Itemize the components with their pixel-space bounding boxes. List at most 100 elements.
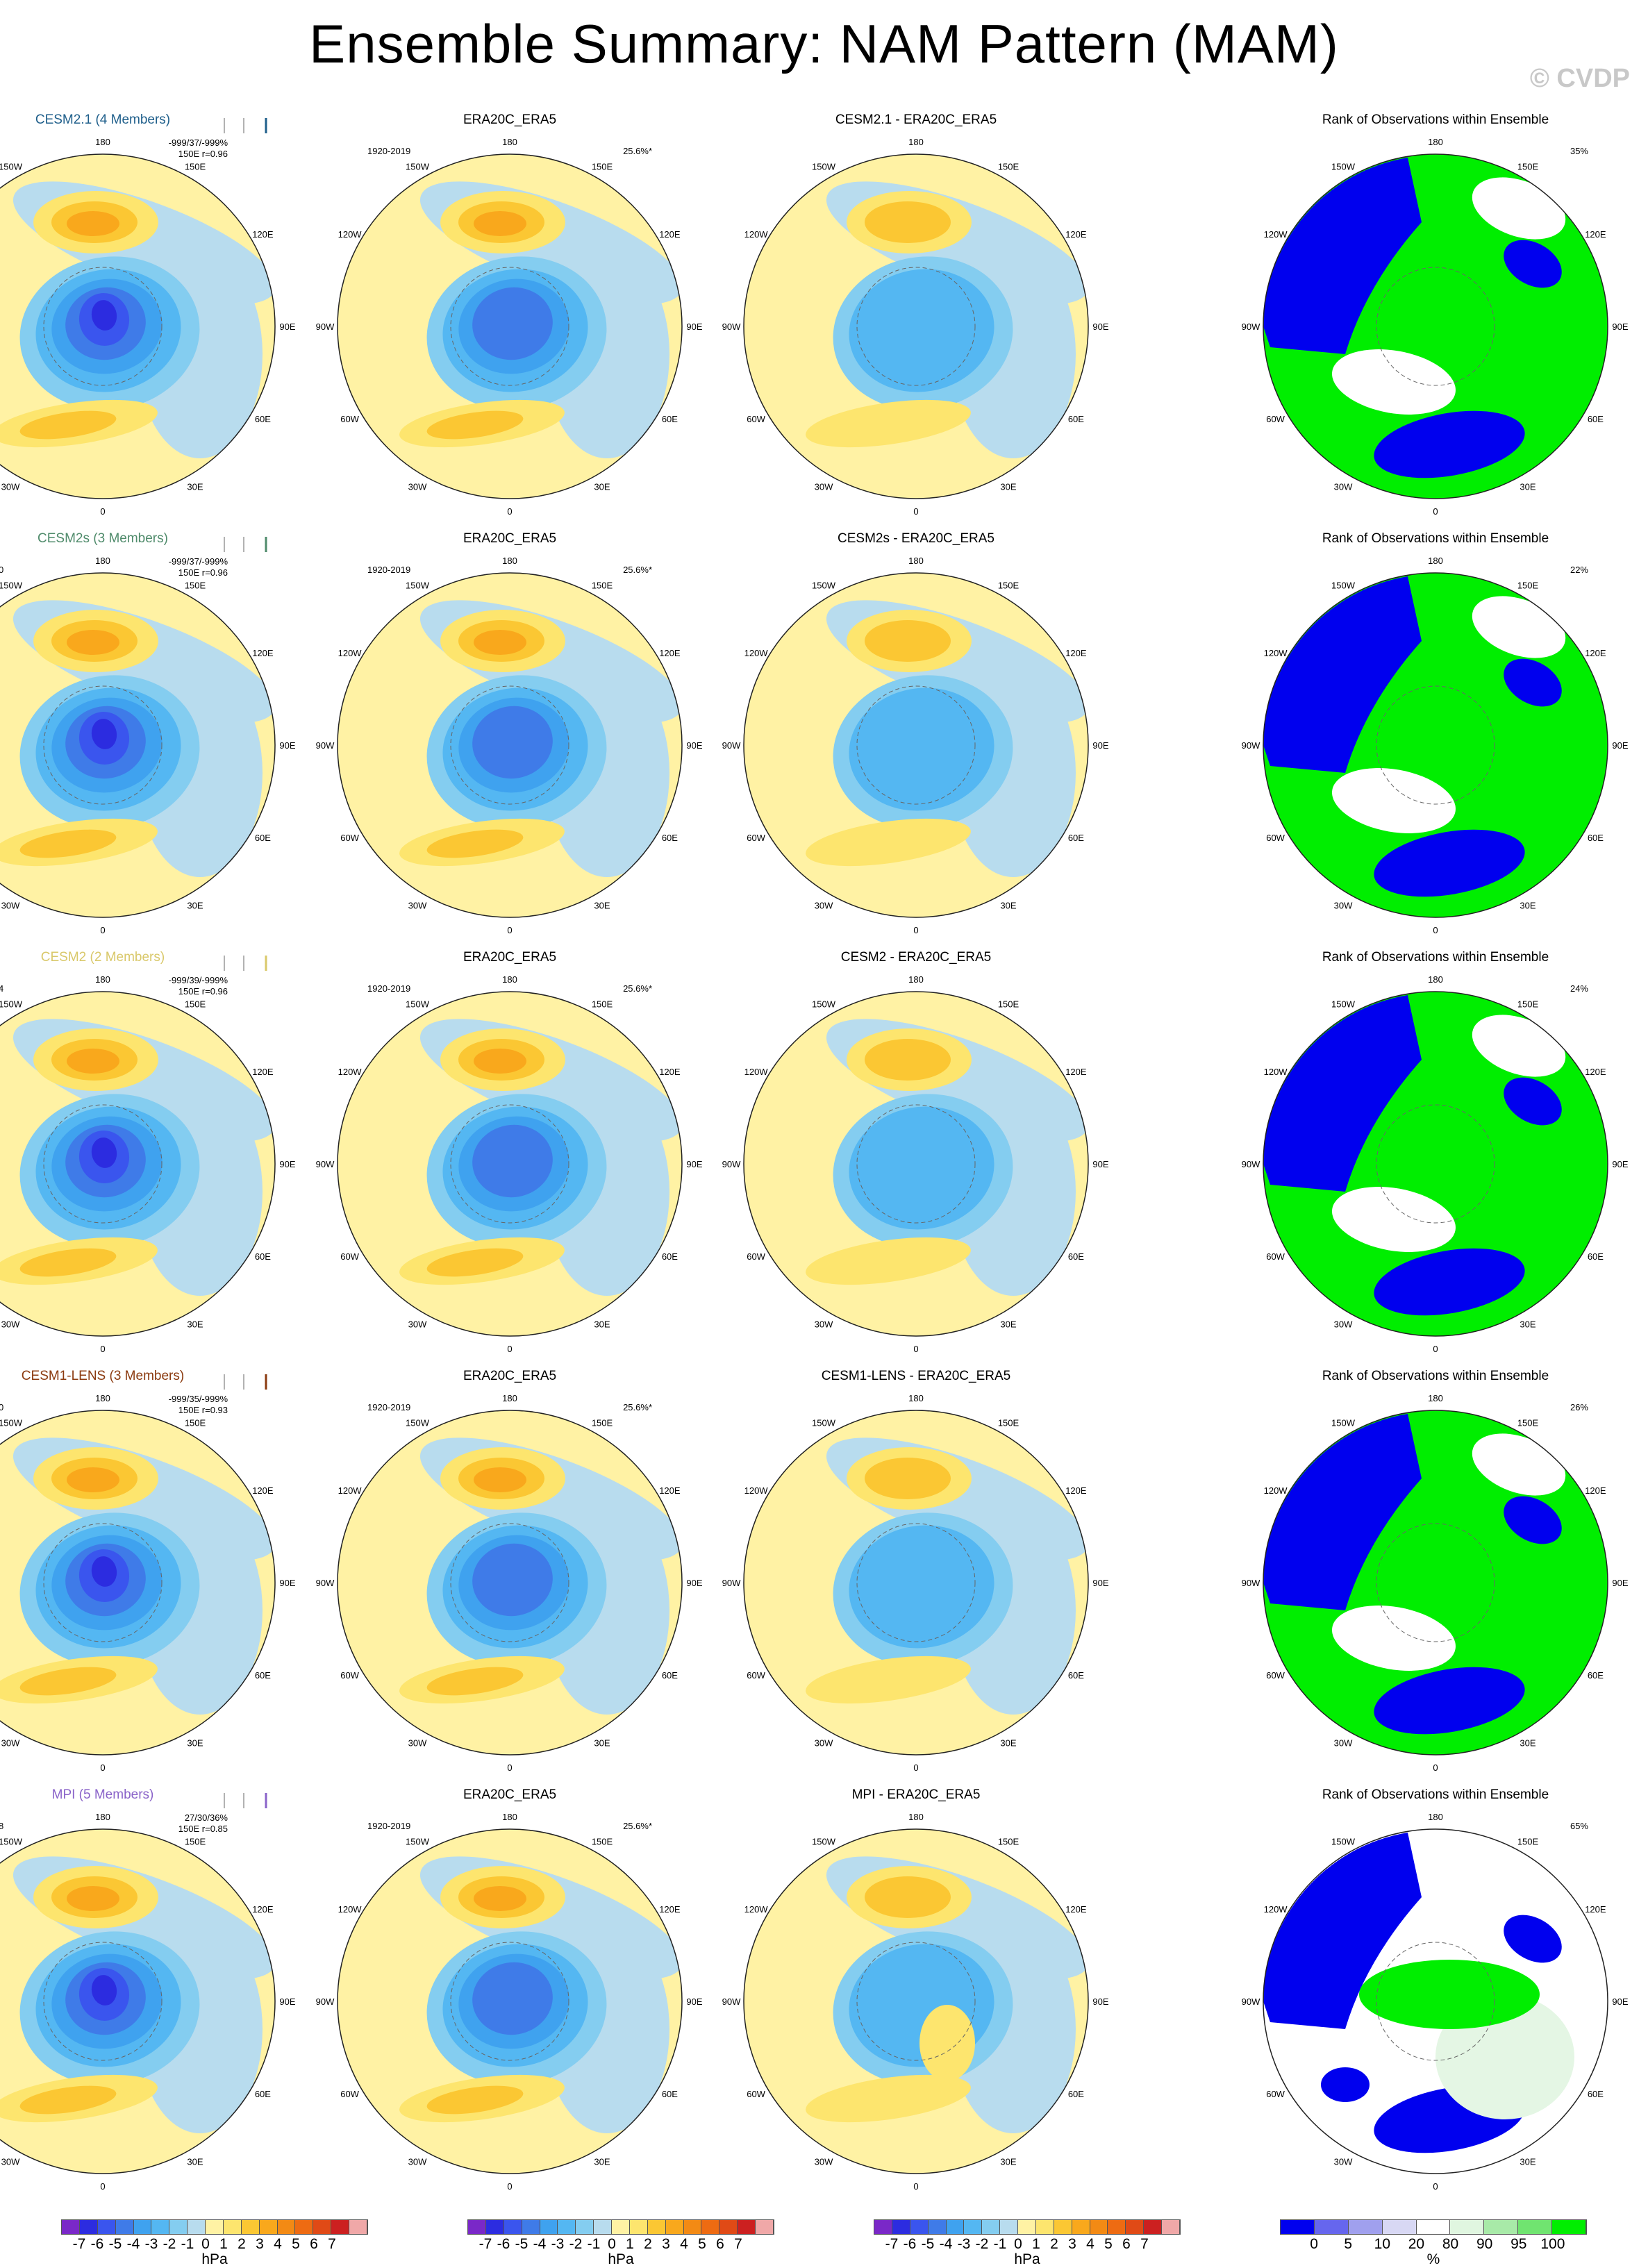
colorbar-tick-label: -5 [108,2236,122,2252]
label-60e: 60E [1068,1670,1084,1681]
panel-r4-c3: 180 0 150W 150E 120W 120E 90W 90E 60W 60E 30W 30E CE… [722,1369,1109,1773]
colorbar-tick-label: 3 [1068,2236,1076,2252]
colorbar-tick-label: 100 [1540,2236,1565,2252]
label-lon-180: 180 [1428,137,1443,147]
colorbar-tick-label: 4 [274,2236,282,2252]
label-150e: 150E [592,581,613,591]
panel-r4-c1: 1800150W150E120W120E90W90E60W60E30W30ECE… [0,1369,296,1773]
obs-period-label: 1920-2019 [367,983,410,994]
label-150w: 150W [0,999,23,1010]
label-60e: 60E [255,2089,271,2099]
rank-low-region [1263,995,1422,1192]
atlantic-high [19,410,117,440]
panel-r3-c3: 180 0 150W 150E 120W 120E 90W 90E 60W 60E 30W 30E CE… [722,950,1109,1354]
colorbar-swatch [946,2220,965,2234]
colorbar-tick-label: -7 [478,2236,492,2252]
colorbar-tick-label: 1 [1032,2236,1040,2252]
label-30w: 30W [815,1737,833,1748]
label-lon-0: 0 [100,506,105,517]
colorbar-swatch [701,2220,720,2234]
label-90w: 90W [1242,1996,1260,2007]
label-90e: 90E [686,322,702,332]
negative-anomaly [472,1124,553,1198]
map-outline [1263,1410,1608,1756]
panel-r4-c4: 180 0 150W 150E 120W 120E 90W 90E 60W 60E 30W 30E Ra… [1242,1369,1629,1773]
coastline [856,1523,976,1642]
colorbar-swatch [1484,2220,1519,2234]
label-30w: 30W [1334,481,1353,492]
label-lon-0: 0 [100,925,105,935]
label-30e: 30E [187,481,203,492]
label-30w: 30W [408,481,427,492]
label-120e: 120E [1585,1485,1606,1496]
coastline [1376,267,1495,386]
pacific-high [67,1886,119,1911]
colorbar-ticks: -7 -6 -5 -4 -3 -2 -1 0 1 2 3 4 5 6 7 [874,2235,1181,2254]
label-60w: 60W [747,1670,765,1681]
label-120w: 120W [1264,1904,1288,1915]
rank-pct-label: 65% [1570,1821,1588,1831]
map-outline [743,572,1089,918]
rank-mid-region [1472,1433,1566,1496]
map-outline [337,991,683,1337]
label-60w: 60W [1266,1251,1285,1262]
label-60e: 60E [1068,833,1084,843]
label-30w: 30W [408,1319,427,1329]
panel-title: ERA20C_ERA5 [463,1369,556,1383]
rank-low-region [1321,2067,1370,2102]
rank-mid-region [1332,1187,1456,1252]
map-outline [0,153,276,499]
colorbar-swatch [259,2220,278,2234]
label-120w: 120W [1264,1485,1288,1496]
colorbar-tick-label: -6 [90,2236,104,2252]
label-90w: 90W [722,322,741,332]
label-30e: 30E [1520,2156,1535,2167]
map-outline [0,1410,276,1756]
label-lon-0: 0 [100,2181,105,2192]
colorbar-swatch [1281,2220,1315,2234]
colorbar-swatch [62,2220,80,2234]
label-60w: 60W [340,1251,359,1262]
obs-pct-label: 25.6%* [623,983,652,994]
label-lon-0: 0 [100,1762,105,1773]
rank-pct-label: 22% [1570,565,1588,575]
label-90e: 90E [279,1578,295,1588]
atlantic-high [426,1248,524,1277]
label-150e: 150E [185,1418,206,1428]
panel-title: MPI - ERA20C_ERA5 [852,1787,981,1802]
pacific-high [67,1467,119,1492]
label-60w: 60W [1266,2089,1285,2099]
rank-low-region [1504,1496,1562,1544]
label-150w: 150W [1331,162,1356,172]
label-150e: 150E [592,162,613,172]
negative-anomaly [472,287,553,360]
label-90e: 90E [279,1159,295,1169]
map-outline [743,991,1089,1337]
pacific-high [865,201,951,243]
panel-title: Rank of Observations within Ensemble [1322,112,1549,127]
colorbar-tick-label: 10 [1374,2236,1391,2252]
map-outline [743,1410,1089,1756]
label-30e: 30E [1520,481,1535,492]
rank-low-region [1263,576,1422,773]
panel-r2-c4: 180 0 150W 150E 120W 120E 90W 90E 60W 60E 30W 30E Ra… [1242,531,1629,935]
coastline [43,267,163,386]
colorbar-tick-label: 2 [238,2236,246,2252]
label-90e: 90E [1612,322,1628,332]
label-30w: 30W [1334,1737,1353,1748]
colorbar-tick-label: 5 [1344,2236,1353,2252]
label-lon-180: 180 [908,1393,924,1403]
obs-pct-label: 25.6%* [623,146,652,156]
coastline [450,267,569,386]
colorbar-tick-label: 5 [698,2236,706,2252]
label-lon-180: 180 [502,1812,517,1822]
label-120e: 120E [1065,1904,1087,1915]
negative-anomaly [849,269,994,392]
colorbar-swatch [738,2220,756,2234]
colorbar-swatch [594,2220,612,2234]
atlantic-high [806,1656,971,1704]
coastline [43,685,163,805]
label-lon-0: 0 [507,2181,512,2192]
label-90w: 90W [722,740,741,751]
